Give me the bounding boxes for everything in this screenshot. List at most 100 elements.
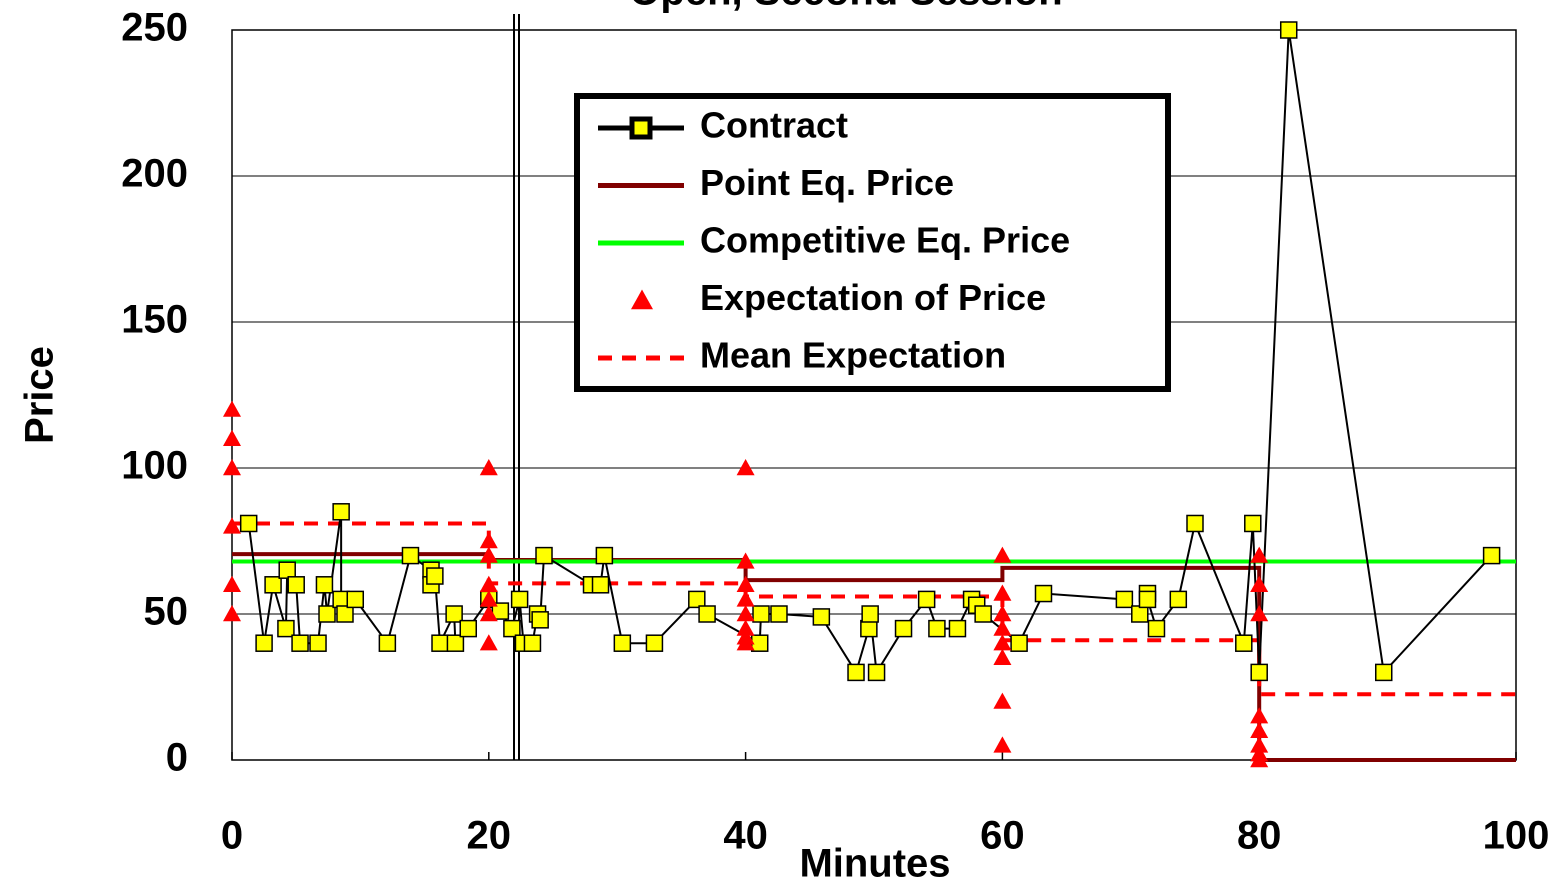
contract-marker xyxy=(812,608,831,626)
contract-marker xyxy=(445,605,463,623)
contract-marker xyxy=(264,576,282,594)
contract-marker xyxy=(847,663,865,682)
y-axis-label: Price xyxy=(18,346,62,444)
expectation-marker xyxy=(223,575,241,592)
expectation-marker xyxy=(993,605,1012,622)
contract-marker xyxy=(426,567,444,585)
contract-marker xyxy=(278,561,296,579)
x-tick-label: 60 xyxy=(980,814,1025,858)
contract-marker xyxy=(401,546,420,565)
legend-label: Expectation of Price xyxy=(700,277,1046,318)
contract-marker xyxy=(287,576,305,594)
contract-marker xyxy=(431,634,449,652)
expectation-marker xyxy=(993,584,1012,601)
expectation-marker xyxy=(736,605,755,622)
contract-marker xyxy=(277,619,295,638)
contract-marker xyxy=(928,619,946,638)
expectation-marker xyxy=(993,736,1012,753)
expectation-marker xyxy=(479,634,498,651)
contract-marker xyxy=(1186,514,1204,533)
contract-marker xyxy=(510,590,529,609)
y-tick-label: 100 xyxy=(121,444,188,488)
expectation-marker xyxy=(1250,575,1269,592)
contract-marker xyxy=(491,602,510,620)
contract-marker xyxy=(595,546,614,565)
contract-marker xyxy=(688,590,706,609)
contract-marker xyxy=(309,634,327,652)
legend-label: Point Eq. Price xyxy=(700,162,954,203)
chart-title: Open, Second Session xyxy=(629,0,1062,14)
contract-marker xyxy=(346,590,365,609)
contract-marker xyxy=(1147,619,1166,638)
legend-label: Competitive Eq. Price xyxy=(700,220,1070,261)
contract-marker xyxy=(1244,514,1262,533)
contract-marker xyxy=(1169,590,1188,609)
contract-marker xyxy=(1131,605,1149,623)
contract-marker xyxy=(378,634,397,652)
contract-marker xyxy=(1374,663,1393,682)
expectation-marker xyxy=(993,546,1012,563)
expectation-marker xyxy=(736,575,755,592)
contract-marker xyxy=(1279,21,1298,39)
expectation-marker xyxy=(993,648,1012,665)
x-axis-label: Minutes xyxy=(799,842,950,886)
contract-marker xyxy=(531,611,549,629)
contract-marker xyxy=(698,605,716,623)
expectation-marker xyxy=(479,532,498,549)
y-tick-label: 250 xyxy=(121,6,188,50)
legend-symbol xyxy=(631,289,653,310)
expectation-marker xyxy=(479,575,498,592)
contract-marker xyxy=(591,576,610,594)
contract-marker xyxy=(1034,584,1053,603)
contract-marker xyxy=(1482,546,1501,565)
contract-marker xyxy=(867,663,886,682)
expectation-marker xyxy=(1250,707,1269,724)
contract-marker xyxy=(1010,634,1028,652)
x-tick-label: 100 xyxy=(1483,814,1550,858)
expectation-marker xyxy=(1250,721,1269,738)
expectation-marker xyxy=(479,546,498,563)
expectation-marker xyxy=(736,552,755,569)
legend-label: Mean Expectation xyxy=(700,335,1006,376)
expectation-marker xyxy=(1250,736,1269,753)
expectation-marker xyxy=(736,619,755,636)
expectation-marker xyxy=(736,634,755,651)
contract-marker xyxy=(861,605,879,623)
expectation-marker xyxy=(736,590,755,607)
expectation-marker xyxy=(479,590,498,607)
contract-marker xyxy=(459,619,478,638)
y-tick-label: 50 xyxy=(144,590,189,634)
contract-marker xyxy=(1115,590,1134,609)
contract-marker xyxy=(1235,634,1253,652)
contract-marker xyxy=(255,634,273,652)
x-tick-label: 40 xyxy=(723,814,768,858)
expectation-marker xyxy=(223,459,241,476)
contract-marker xyxy=(645,634,664,652)
contract-marker xyxy=(894,619,913,638)
contract-marker xyxy=(503,619,521,638)
expectation-marker xyxy=(993,692,1012,709)
expectation-marker xyxy=(223,400,241,417)
expectation-marker xyxy=(993,619,1012,636)
expectation-marker xyxy=(993,634,1012,651)
x-tick-label: 80 xyxy=(1237,814,1282,858)
contract-marker xyxy=(752,605,770,623)
contract-marker xyxy=(332,503,350,521)
expectation-marker xyxy=(1250,605,1269,622)
contract-marker xyxy=(613,634,632,652)
x-tick-label: 20 xyxy=(467,814,512,858)
legend-symbol xyxy=(629,116,653,140)
contract-marker xyxy=(974,605,992,623)
expectation-marker xyxy=(223,517,241,534)
contract-marker xyxy=(239,514,258,533)
contract-marker xyxy=(291,634,309,652)
contract-marker xyxy=(446,634,465,652)
expectation-marker xyxy=(223,429,241,446)
expectation-marker xyxy=(479,605,498,622)
y-tick-label: 0 xyxy=(166,736,188,780)
expectation-marker xyxy=(479,459,498,476)
expectation-marker xyxy=(223,605,241,622)
contract-marker xyxy=(917,590,936,609)
contract-marker xyxy=(315,576,334,594)
